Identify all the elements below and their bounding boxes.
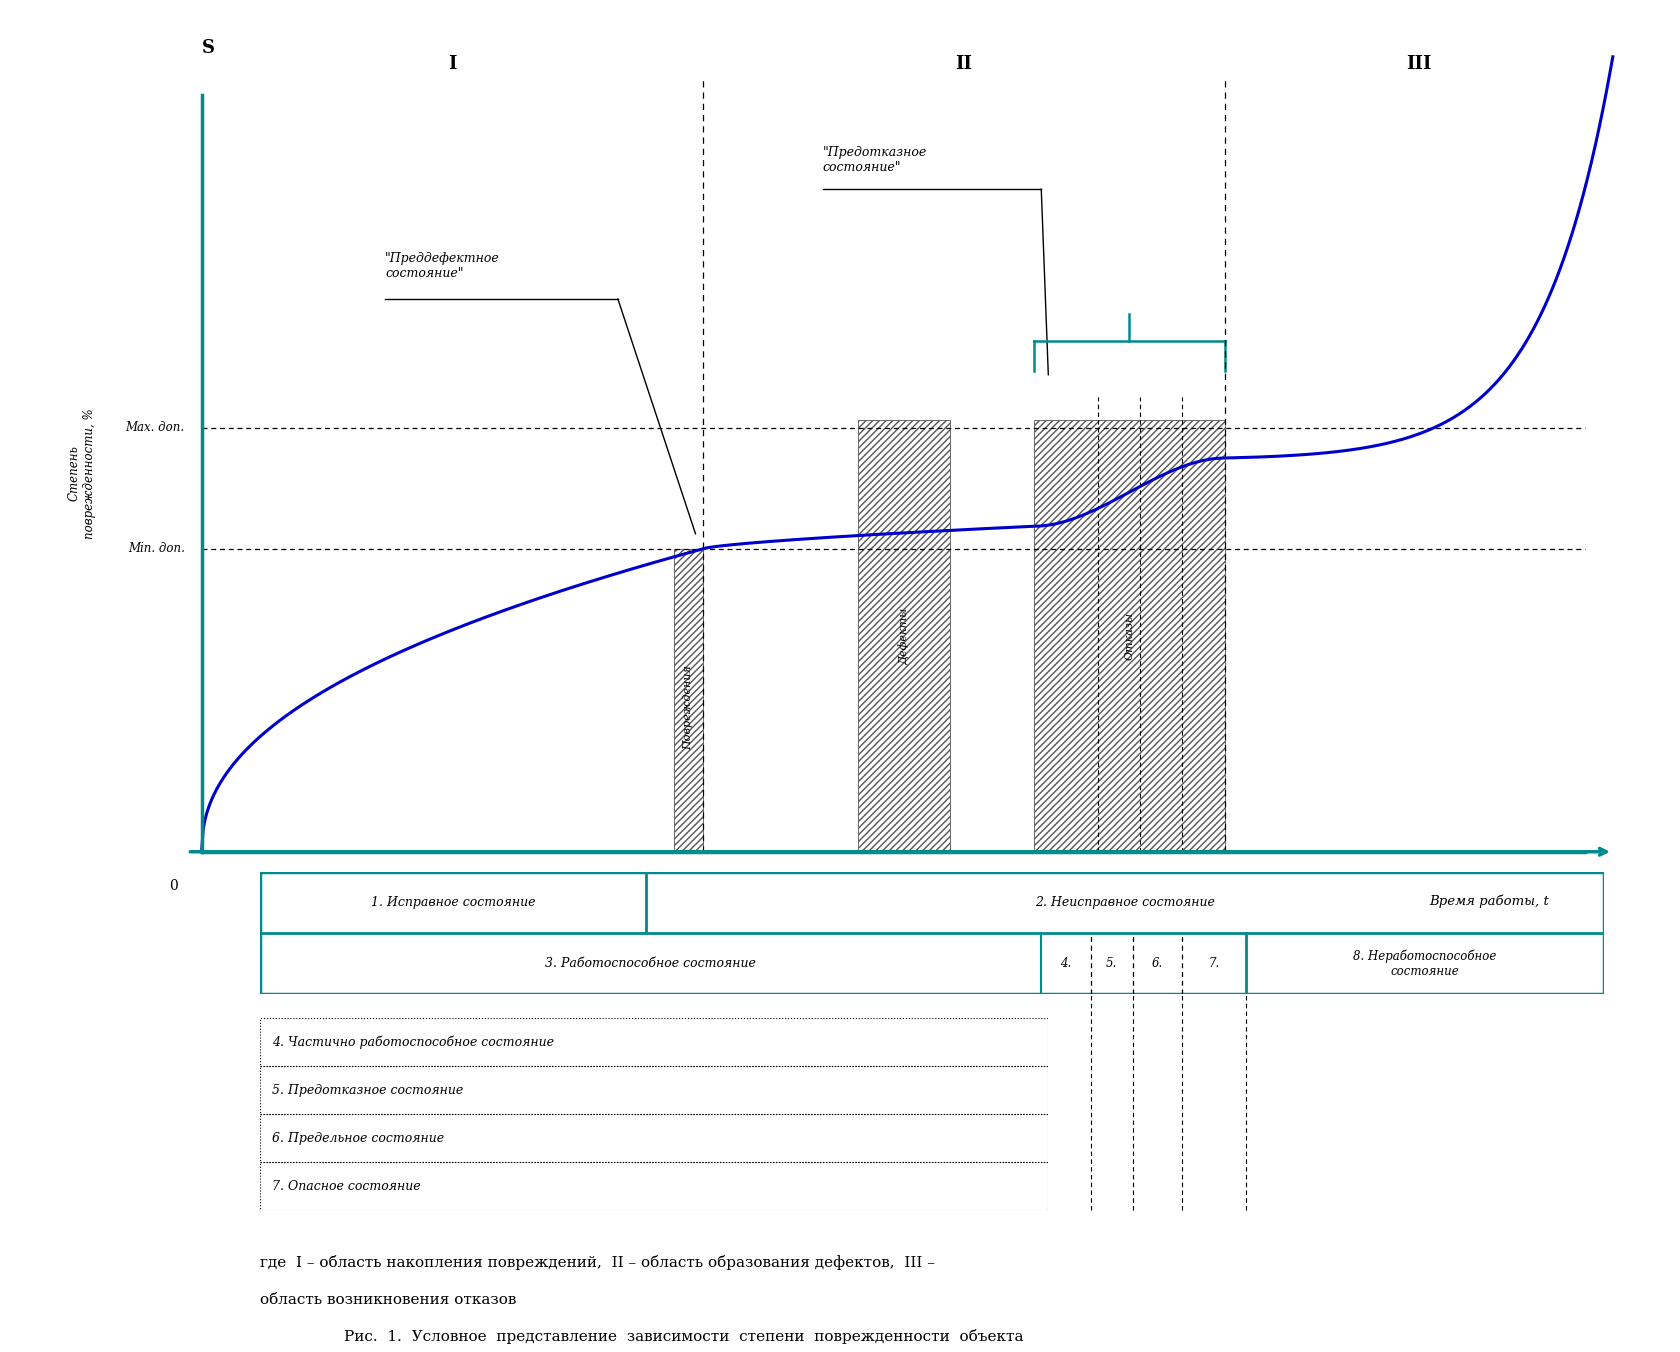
Text: Степень
поврежденности, %: Степень поврежденности, % (67, 408, 96, 538)
Bar (260, 1018, 1048, 1065)
Text: 1. Исправное состояние: 1. Исправное состояние (371, 896, 536, 909)
Text: S: S (202, 39, 215, 57)
Text: Время работы, t: Время работы, t (1430, 894, 1549, 907)
Text: III: III (1406, 55, 1431, 73)
Text: I: I (449, 55, 457, 73)
Text: 4. Частично работоспособное состояние: 4. Частично работоспособное состояние (272, 1036, 554, 1049)
Bar (260, 1065, 1048, 1114)
Text: 7. Опасное состояние: 7. Опасное состояние (272, 1179, 422, 1192)
Text: Min. доп.: Min. доп. (128, 542, 185, 556)
Text: "Преддефектное
состояние": "Преддефектное состояние" (385, 251, 501, 280)
Text: 7.: 7. (1208, 957, 1220, 969)
Text: где  I – область накопления повреждений,  II – область образования дефектов,  II: где I – область накопления повреждений, … (260, 1255, 936, 1270)
Text: 2. Неисправное состояние: 2. Неисправное состояние (1035, 896, 1215, 909)
Text: 3. Работоспособное состояние: 3. Работоспособное состояние (546, 957, 756, 969)
Bar (260, 1114, 1048, 1161)
Text: "Предотказное
состояние": "Предотказное состояние" (823, 146, 927, 174)
Bar (260, 1161, 1048, 1210)
Text: 5. Предотказное состояние: 5. Предотказное состояние (272, 1083, 464, 1096)
Text: Max. доп.: Max. доп. (126, 422, 185, 434)
Text: Отказы: Отказы (1124, 612, 1134, 660)
Text: II: II (956, 55, 973, 73)
Text: 8. Неработоспособное
состояние: 8. Неработоспособное состояние (1354, 949, 1497, 977)
Text: 4.: 4. (1060, 957, 1072, 969)
Text: 6.: 6. (1152, 957, 1163, 969)
Bar (674, 549, 702, 852)
Bar (1035, 420, 1225, 852)
Bar (858, 420, 949, 852)
Text: 5.: 5. (1105, 957, 1117, 969)
Text: Повреждения: Повреждения (684, 665, 694, 750)
Text: Рис.  1.  Условное  представление  зависимости  степени  поврежденности  объекта: Рис. 1. Условное представление зависимос… (344, 1329, 1023, 1344)
Text: 6. Предельное состояние: 6. Предельное состояние (272, 1132, 444, 1145)
Text: Дефекты: Дефекты (899, 607, 909, 665)
Text: 0: 0 (170, 879, 178, 892)
Text: область возникновения отказов: область возникновения отказов (260, 1293, 517, 1306)
